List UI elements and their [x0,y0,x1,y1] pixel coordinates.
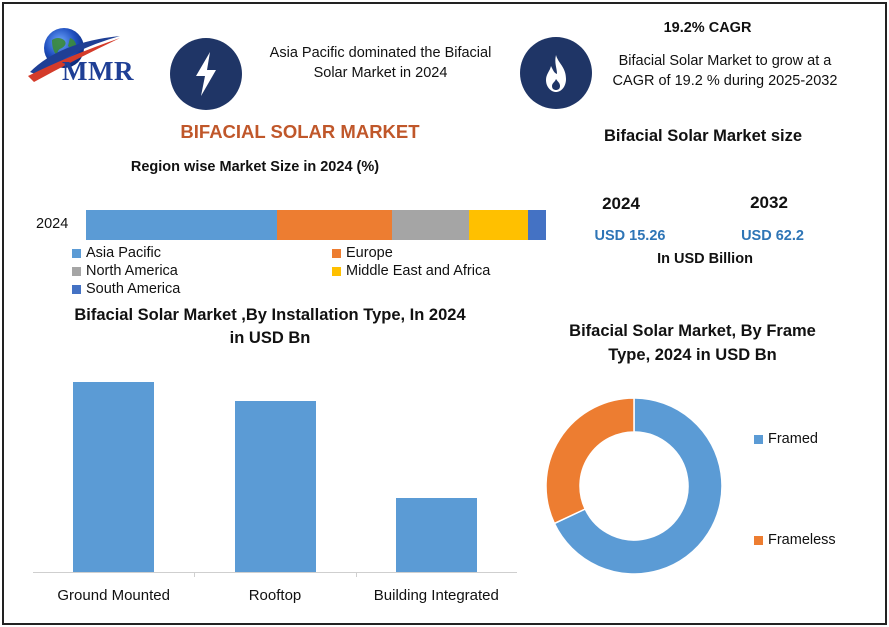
legend-item-middle-east-and-africa: Middle East and Africa [332,262,490,280]
legend-item-framed: Framed [754,430,818,448]
lightning-icon [170,38,242,110]
frame-donut-chart [545,397,723,575]
installation-chart-title: Bifacial Solar Market ,By Installation T… [74,306,466,347]
region-legend: Asia Pacific Europe North America Middle Ea… [72,244,522,300]
installation-bar-chart: Ground Mounted Rooftop Building Integrated [33,360,517,610]
donut-slice-frameless [545,397,635,525]
globe-icon [28,28,120,82]
legend-item-frameless: Frameless [754,531,836,549]
legend-item-north-america: North America [72,262,178,280]
mmr-logo: MMR [26,26,166,96]
market-unit: In USD Billion [657,251,753,267]
legend-label: Europe [346,245,393,261]
x-axis-tick [194,572,196,577]
legend-label: Frameless [768,532,836,548]
donut-slice-framed [553,397,723,575]
market-year-2024: 2024 [602,194,640,213]
x-tick-label-rooftop: Rooftop [248,587,302,604]
bar-rooftop [234,401,316,572]
frame-chart-title: Bifacial Solar Market, By Frame Type, 20… [569,322,816,364]
legend-swatch [754,434,763,444]
legend-label: Middle East and Africa [346,263,491,279]
x-axis-tick [355,572,357,577]
legend-swatch [332,266,341,276]
flame-icon [520,37,592,109]
bar-building-integrated [395,497,477,572]
cagr-text: Bifacial Solar Market to grow at a CAGR … [612,53,838,89]
stack-segment-middle-east-and-africa [469,210,528,240]
legend-swatch [754,535,763,545]
market-value-2032: USD 62.2 [741,228,804,244]
legend-item-europe: Europe [332,244,393,262]
legend-swatch [72,266,81,276]
legend-swatch [332,248,341,258]
legend-label: North America [86,263,178,279]
legend-swatch [72,248,81,258]
market-year-2032: 2032 [750,193,788,212]
x-tick-label-building-integrated: Building Integrated [373,587,499,604]
market-value-2024: USD 15.26 [594,228,666,244]
asia-pacific-note: Asia Pacific dominated the Bifacial Sola… [269,45,492,81]
x-axis-line [33,572,517,573]
region-stacked-bar [86,210,546,240]
frame-legend: Framed Frameless [754,430,874,560]
region-chart-title: Region wise Market Size in 2024 (%) [130,159,380,175]
main-title: BIFACIAL SOLAR MARKET [180,121,420,142]
legend-item-asia-pacific: Asia Pacific [72,244,161,262]
legend-swatch [72,284,81,294]
legend-label: Framed [768,431,818,447]
legend-label: South America [86,281,181,297]
x-tick-label-ground-mounted: Ground Mounted [57,587,170,604]
stack-segment-north-america [391,210,470,240]
cagr-title: 19.2% CAGR [663,20,752,36]
market-size-title: Bifacial Solar Market size [603,127,803,145]
legend-label: Asia Pacific [86,245,161,261]
stack-segment-asia-pacific [86,210,277,240]
stack-segment-south-america [527,210,546,240]
stack-segment-europe [276,210,392,240]
bar-ground-mounted [73,382,155,572]
legend-item-south-america: South America [72,280,180,298]
region-category-label: 2024 [36,216,69,232]
logo-text: MMR [62,56,134,86]
